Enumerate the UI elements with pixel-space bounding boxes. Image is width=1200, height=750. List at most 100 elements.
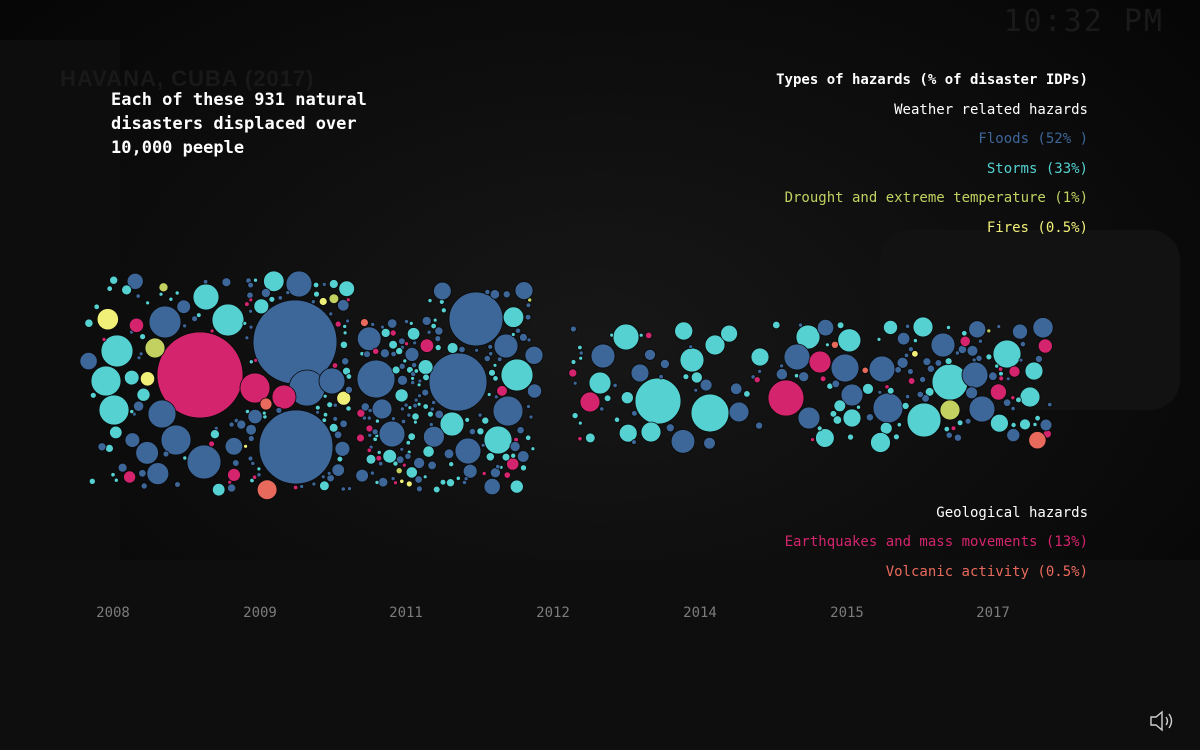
disaster-bubble-floods[interactable] (964, 417, 972, 425)
disaster-bubble-floods[interactable] (916, 390, 924, 399)
disaster-bubble-storms[interactable] (509, 479, 524, 494)
disaster-bubble-floods[interactable] (247, 455, 254, 462)
disaster-bubble-floods[interactable] (904, 323, 911, 329)
disaster-bubble-storms[interactable] (896, 422, 902, 428)
disaster-bubble-floods[interactable] (429, 406, 435, 412)
disaster-bubble-floods[interactable] (730, 382, 743, 396)
disaster-bubble-storms[interactable] (402, 358, 408, 364)
disaster-bubble-floods[interactable] (434, 335, 442, 343)
disaster-bubble-storms[interactable] (321, 417, 327, 423)
disaster-bubble-storms[interactable] (750, 347, 770, 367)
disaster-bubble-earthquakes[interactable] (331, 362, 339, 369)
disaster-bubble-floods[interactable] (256, 472, 262, 478)
disaster-bubble-floods[interactable] (877, 389, 883, 395)
disaster-bubble-storms[interactable] (445, 478, 455, 488)
disaster-bubble-storms[interactable] (145, 300, 151, 306)
disaster-bubble-floods[interactable] (930, 332, 956, 358)
disaster-bubble-floods[interactable] (693, 387, 699, 393)
disaster-bubble-floods[interactable] (135, 441, 159, 465)
disaster-bubble-storms[interactable] (105, 443, 114, 453)
disaster-bubble-storms[interactable] (876, 336, 882, 342)
disaster-bubble-floods[interactable] (728, 401, 750, 423)
disaster-bubble-drought[interactable] (986, 328, 992, 334)
disaster-bubble-storms[interactable] (943, 425, 950, 433)
disaster-bubble-floods[interactable] (182, 323, 188, 329)
disaster-bubble-floods[interactable] (996, 324, 1002, 329)
disaster-bubble-floods[interactable] (320, 474, 326, 480)
disaster-bubble-storms[interactable] (578, 355, 584, 361)
disaster-bubble-storms[interactable] (376, 449, 382, 455)
disaster-bubble-volcanic[interactable] (256, 479, 278, 501)
disaster-bubble-floods[interactable] (79, 351, 98, 371)
disaster-bubble-storms[interactable] (416, 382, 422, 388)
disaster-bubble-storms[interactable] (426, 410, 434, 418)
disaster-bubble-floods[interactable] (417, 393, 422, 399)
disaster-bubble-storms[interactable] (816, 425, 823, 432)
disaster-bubble-storms[interactable] (883, 319, 899, 335)
disaster-bubble-floods[interactable] (221, 277, 232, 288)
disaster-bubble-storms[interactable] (182, 455, 188, 461)
disaster-bubble-fires[interactable] (405, 480, 413, 488)
disaster-bubble-floods[interactable] (590, 343, 616, 369)
disaster-bubble-floods[interactable] (328, 311, 334, 317)
disaster-bubble-storms[interactable] (439, 411, 465, 437)
disaster-bubble-storms[interactable] (405, 466, 418, 479)
disaster-bubble-storms[interactable] (432, 317, 438, 323)
disaster-bubble-drought[interactable] (939, 399, 961, 421)
disaster-bubble-storms[interactable] (422, 474, 428, 480)
disaster-bubble-floods[interactable] (244, 335, 250, 341)
disaster-bubble-floods[interactable] (387, 318, 398, 329)
disaster-bubble-earthquakes[interactable] (403, 341, 409, 347)
disaster-bubble-floods[interactable] (483, 354, 491, 363)
sound-toggle-button[interactable] (1148, 708, 1176, 734)
disaster-bubble-earthquakes[interactable] (271, 384, 297, 410)
disaster-bubble-floods[interactable] (528, 414, 534, 420)
disaster-bubble-floods[interactable] (630, 363, 650, 383)
disaster-bubble-floods[interactable] (458, 345, 466, 354)
disaster-bubble-floods[interactable] (310, 299, 316, 305)
disaster-bubble-storms[interactable] (924, 387, 935, 397)
disaster-bubble-floods[interactable] (462, 463, 478, 479)
disaster-bubble-floods[interactable] (779, 363, 784, 369)
disaster-bubble-earthquakes[interactable] (208, 440, 216, 448)
disaster-bubble-drought[interactable] (158, 282, 169, 293)
disaster-bubble-floods[interactable] (337, 299, 350, 312)
disaster-bubble-storms[interactable] (391, 365, 401, 375)
disaster-bubble-floods[interactable] (426, 329, 432, 335)
disaster-bubble-floods[interactable] (147, 399, 177, 429)
disaster-bubble-floods[interactable] (395, 455, 405, 465)
disaster-bubble-storms[interactable] (502, 306, 525, 328)
disaster-bubble-earthquakes[interactable] (356, 433, 365, 443)
disaster-bubble-floods[interactable] (371, 398, 393, 420)
disaster-bubble-storms[interactable] (682, 373, 690, 381)
disaster-bubble-storms[interactable] (577, 344, 583, 351)
disaster-bubble-floods[interactable] (299, 484, 305, 489)
disaster-bubble-floods[interactable] (340, 486, 346, 492)
disaster-bubble-storms[interactable] (382, 448, 398, 464)
disaster-bubble-floods[interactable] (631, 410, 638, 417)
disaster-bubble-storms[interactable] (314, 404, 321, 411)
disaster-bubble-storms[interactable] (339, 340, 348, 349)
disaster-bubble-earthquakes[interactable] (1010, 395, 1016, 401)
disaster-bubble-floods[interactable] (360, 402, 370, 412)
disaster-bubble-storms[interactable] (98, 394, 130, 426)
disaster-bubble-floods[interactable] (1034, 354, 1043, 363)
disaster-bubble-storms[interactable] (109, 425, 123, 440)
disaster-bubble-floods[interactable] (798, 322, 804, 328)
disaster-bubble-floods[interactable] (379, 348, 390, 359)
disaster-bubble-earthquakes[interactable] (1037, 338, 1053, 354)
disaster-bubble-floods[interactable] (599, 406, 605, 412)
disaster-bubble-storms[interactable] (577, 420, 583, 426)
disaster-bubble-storms[interactable] (832, 415, 843, 425)
disaster-bubble-earthquakes[interactable] (907, 377, 916, 385)
disaster-bubble-storms[interactable] (485, 452, 495, 462)
disaster-bubble-floods[interactable] (318, 367, 346, 395)
disaster-bubble-storms[interactable] (326, 401, 334, 409)
disaster-bubble-floods[interactable] (277, 295, 283, 301)
disaster-bubble-storms[interactable] (422, 445, 435, 458)
disaster-bubble-floods[interactable] (246, 291, 254, 299)
disaster-bubble-fires[interactable] (318, 297, 328, 306)
disaster-bubble-floods[interactable] (248, 308, 254, 314)
disaster-bubble-storms[interactable] (833, 399, 847, 413)
disaster-bubble-earthquakes[interactable] (819, 375, 827, 383)
